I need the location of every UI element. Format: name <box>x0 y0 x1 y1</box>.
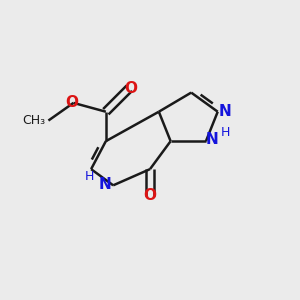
Text: O: O <box>65 95 79 110</box>
Text: H: H <box>220 126 230 139</box>
Text: O: O <box>124 81 137 96</box>
Text: CH₃: CH₃ <box>22 114 46 127</box>
Text: N: N <box>206 132 218 147</box>
Text: N: N <box>219 104 232 119</box>
Text: O: O <box>143 188 157 203</box>
Text: H: H <box>85 170 94 183</box>
Text: N: N <box>99 177 111 192</box>
